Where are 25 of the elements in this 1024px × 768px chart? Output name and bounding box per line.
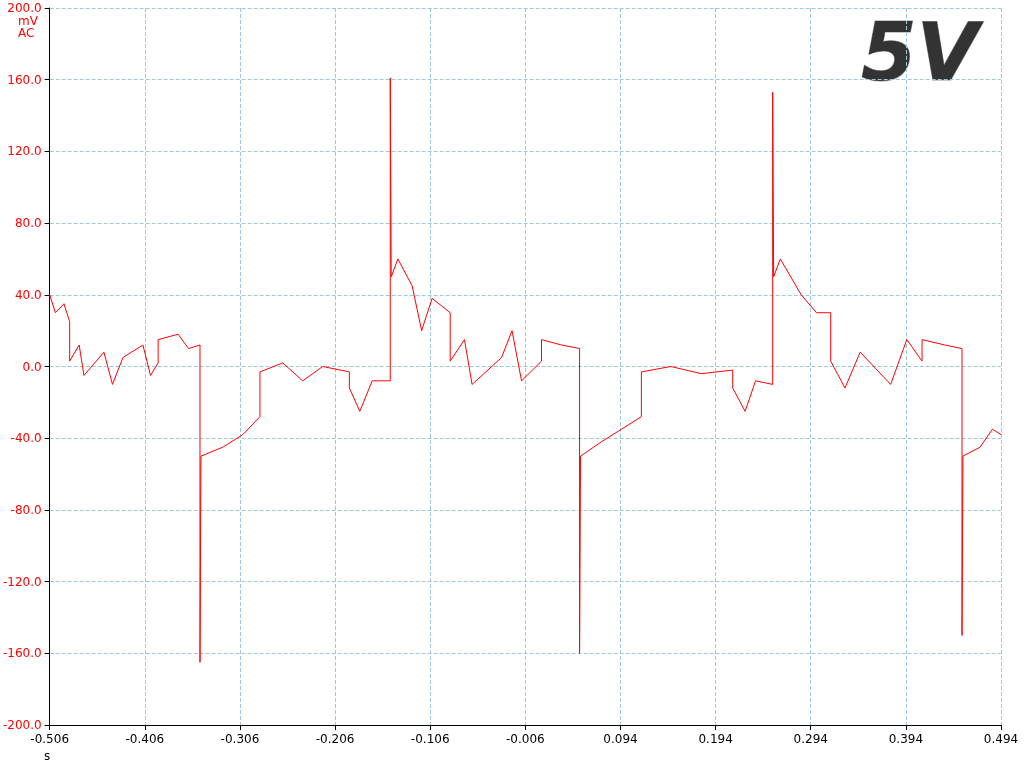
x-tick-label: -0.506 bbox=[30, 732, 70, 746]
y-tick-label: -200.0 bbox=[3, 718, 42, 732]
y-tick-label: -120.0 bbox=[3, 574, 42, 589]
y-tick-label: 200.0 bbox=[7, 1, 42, 15]
x-tick-label: -0.306 bbox=[220, 732, 260, 746]
x-tick-label: 0.194 bbox=[698, 732, 733, 746]
x-tick-label: 0.094 bbox=[603, 732, 638, 746]
y-axis-title: mV AC bbox=[18, 14, 39, 40]
x-tick-label: -0.206 bbox=[315, 732, 355, 746]
x-tick-label: -0.106 bbox=[410, 732, 450, 746]
y-tick-label: -160.0 bbox=[3, 646, 42, 661]
y-tick-label: 80.0 bbox=[14, 216, 42, 231]
y-tick-label: 160.0 bbox=[7, 72, 42, 87]
y-tick-label: 40.0 bbox=[14, 287, 42, 302]
annotation: 5V bbox=[860, 6, 985, 99]
y-tick-label: 0.0 bbox=[22, 359, 42, 374]
x-tick-label: -0.406 bbox=[125, 732, 165, 746]
y-tick-label: 120.0 bbox=[7, 144, 42, 159]
y-tick-label: -80.0 bbox=[10, 502, 42, 517]
y-tick-label: -40.0 bbox=[10, 431, 42, 446]
x-tick-label: 0.494 bbox=[983, 732, 1019, 746]
x-tick-label: 0.294 bbox=[793, 732, 828, 746]
x-tick-label: -0.006 bbox=[506, 732, 545, 746]
x-axis-title: s bbox=[44, 749, 51, 763]
x-tick-label: 0.394 bbox=[888, 732, 924, 746]
